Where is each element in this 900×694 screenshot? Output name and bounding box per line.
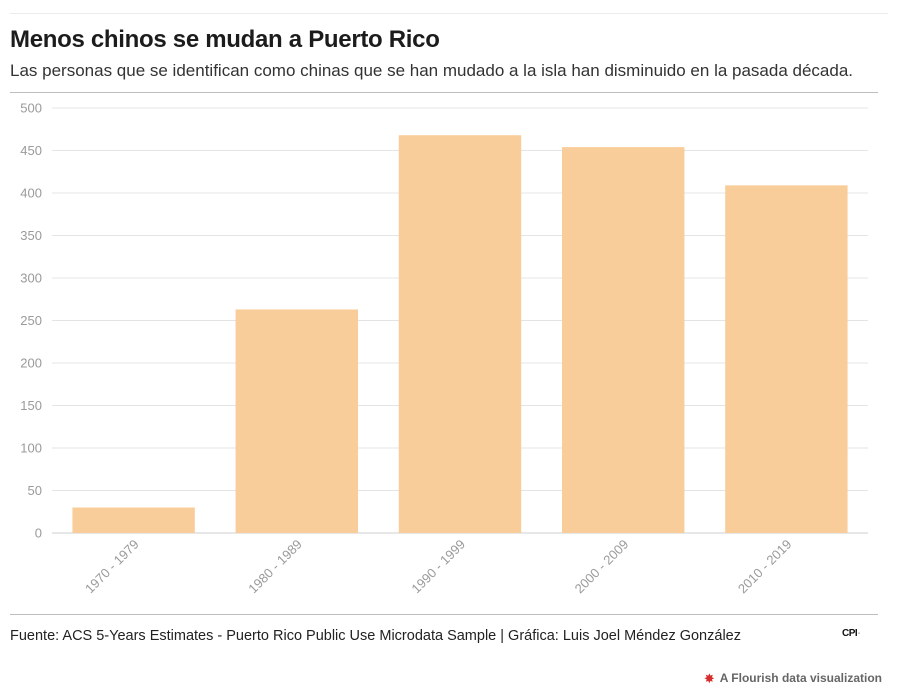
- x-tick-label: 1970 - 1979: [82, 537, 142, 597]
- source-credit: Fuente: ACS 5-Years Estimates - Puerto R…: [10, 628, 741, 644]
- y-tick-label: 250: [20, 313, 42, 328]
- header-divider: [10, 92, 878, 93]
- top-divider: [10, 13, 888, 14]
- flourish-credit-label: A Flourish data visualization: [719, 671, 882, 685]
- y-tick-label: 300: [20, 271, 42, 286]
- y-tick-label: 400: [20, 186, 42, 201]
- flourish-credit[interactable]: ✸ A Flourish data visualization: [704, 671, 882, 685]
- y-tick-label: 150: [20, 398, 42, 413]
- x-tick-label: 2000 - 2009: [572, 537, 632, 597]
- bar: [72, 507, 195, 533]
- bar: [235, 309, 358, 533]
- bar: [398, 135, 522, 533]
- chart-subtitle: Las personas que se identifican como chi…: [10, 61, 854, 80]
- flourish-burst-icon: ✸: [703, 670, 715, 686]
- footer-divider: [10, 614, 878, 615]
- bar: [725, 185, 848, 533]
- y-tick-label: 450: [20, 143, 42, 158]
- cpi-logo-text: CPI: [842, 628, 858, 639]
- x-tick-label: 1980 - 1989: [245, 537, 305, 597]
- y-tick-label: 350: [20, 228, 42, 243]
- y-tick-label: 200: [20, 356, 42, 371]
- y-tick-label: 500: [20, 101, 42, 116]
- y-tick-label: 0: [35, 526, 42, 541]
- cpi-logo: CPI▪▪: [842, 628, 860, 639]
- x-tick-label: 1990 - 1999: [408, 537, 468, 597]
- bar: [562, 147, 685, 533]
- bar-chart: 0 50 100 150 200 250 300 350 400 450 500 1970 - 197…: [20, 101, 868, 597]
- x-tick-label: 2010 - 2019: [735, 537, 795, 597]
- chart-title: Menos chinos se mudan a Puerto Rico: [10, 26, 440, 53]
- y-tick-label: 100: [20, 441, 42, 456]
- y-tick-label: 50: [28, 483, 42, 498]
